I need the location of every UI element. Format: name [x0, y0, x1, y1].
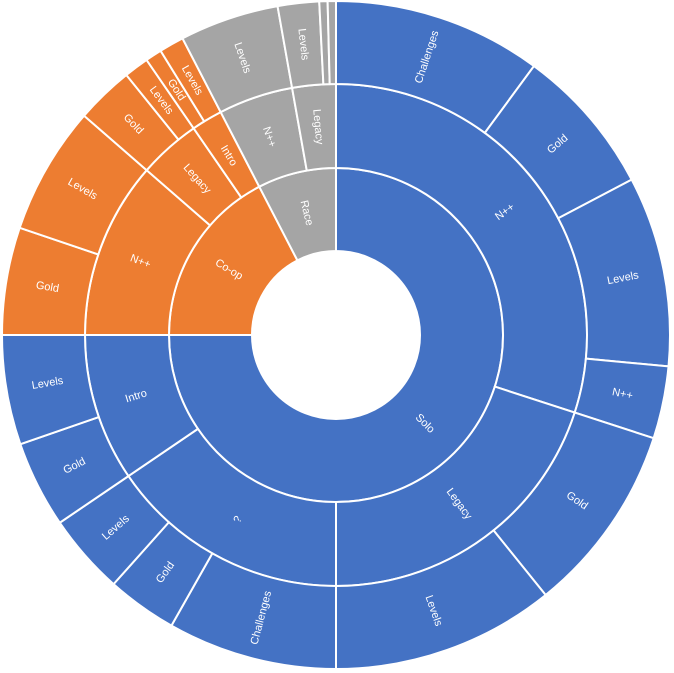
label-co-op-nplusplus-gold: Gold [35, 280, 60, 296]
label-solo-intro-levels: Levels [31, 375, 65, 392]
label-race: Race [298, 199, 316, 227]
segment-race-legacy-unlabeled[interactable] [326, 0, 337, 86]
label-solo-unknown: ? [231, 514, 244, 525]
label-race-legacy-levels: Levels [295, 28, 311, 61]
label-solo-nplusplus-nplusplus: N++ [611, 386, 634, 402]
label-race-legacy: Legacy [310, 109, 325, 146]
